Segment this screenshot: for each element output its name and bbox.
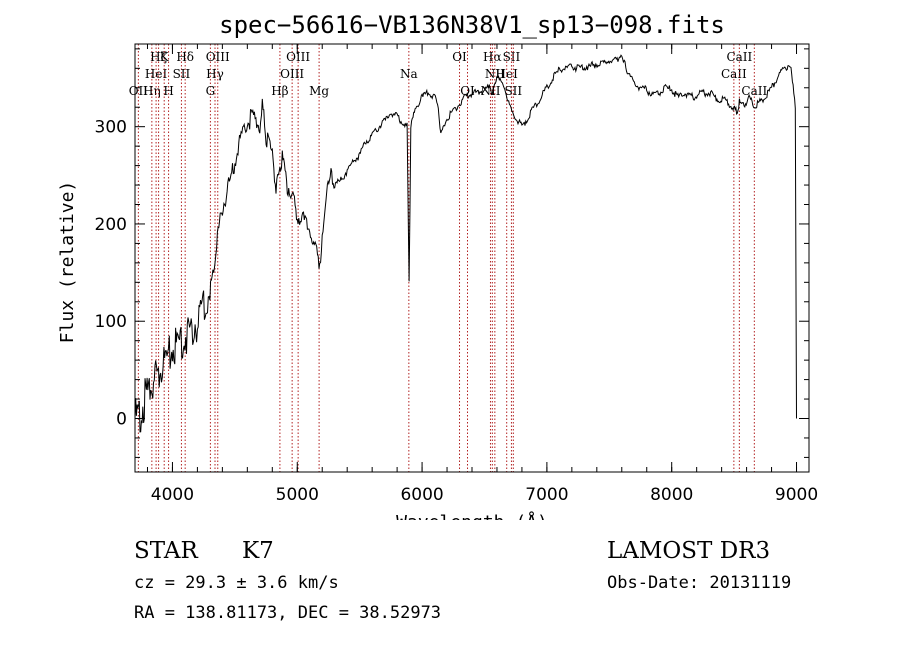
- marker-label: OIII: [280, 67, 304, 81]
- x-axis-label: Wavelength (Å): [396, 511, 548, 520]
- marker-label: Hγ: [206, 67, 224, 81]
- marker-label: K: [160, 50, 170, 64]
- marker-label: Hβ: [271, 84, 288, 98]
- marker-label: OIII: [286, 50, 310, 64]
- marker-label: SII: [173, 67, 191, 81]
- marker-label: NII: [485, 67, 505, 81]
- marker-label: CaII: [721, 67, 747, 81]
- marker-label: SII: [503, 50, 521, 64]
- marker-label: Hζ: [150, 50, 167, 64]
- x-tick-label: 8000: [650, 485, 693, 505]
- x-tick-label: 7000: [525, 485, 568, 505]
- marker-label: OII: [129, 84, 149, 98]
- marker-label: HeI: [496, 67, 519, 81]
- object-class: STAR: [134, 538, 198, 564]
- spectrum-line: [134, 54, 797, 433]
- marker-label: Mg: [309, 84, 329, 98]
- axis-ticks: 4000 5000 6000 7000 8000 9000 0 100 200 300: [95, 44, 818, 505]
- y-tick-label: 100: [95, 312, 127, 332]
- x-tick-label: 6000: [400, 485, 443, 505]
- y-axis-label: Flux (relative): [57, 181, 78, 344]
- y-tick-label: 0: [116, 410, 127, 430]
- marker-label: Hδ: [176, 50, 194, 64]
- spectrum-chart: spec−56616−VB136N38V1_sp13−098.fits OIIH…: [57, 11, 818, 520]
- x-tick-label: 5000: [276, 485, 319, 505]
- survey-name: LAMOST DR3: [607, 538, 771, 564]
- sky-coordinates: RA = 138.81173, DEC = 38.52973: [134, 603, 442, 623]
- observation-date: Obs-Date: 20131119: [607, 573, 792, 593]
- marker-label: HeI: [145, 67, 168, 81]
- chart-title: spec−56616−VB136N38V1_sp13−098.fits: [219, 11, 725, 39]
- marker-label: SII: [504, 84, 522, 98]
- marker-label: OI: [460, 84, 475, 98]
- spectral-subclass: K7: [242, 538, 274, 564]
- marker-label: CaII: [741, 84, 767, 98]
- plot-frame: [134, 43, 810, 473]
- marker-label: G: [206, 84, 216, 98]
- marker-label: OI: [452, 50, 467, 64]
- marker-label: H: [163, 84, 173, 98]
- y-tick-label: 200: [95, 215, 127, 235]
- spectrum-path: [134, 54, 797, 433]
- x-tick-label: 4000: [151, 485, 194, 505]
- spectral-line-markers: OIIHηHeIHζKHSIIHδGHγOIIIHβOIIIOIIIMgNaOI…: [129, 44, 767, 472]
- marker-label: OIII: [206, 50, 230, 64]
- redshift-velocity: cz = 29.3 ± 3.6 km/s: [134, 573, 339, 593]
- x-tick-label: 9000: [775, 485, 818, 505]
- marker-label: Hη: [143, 84, 161, 98]
- marker-label: Na: [400, 67, 418, 81]
- y-tick-label: 300: [95, 118, 127, 138]
- marker-label: CaII: [726, 50, 752, 64]
- marker-label: Hα: [483, 50, 502, 64]
